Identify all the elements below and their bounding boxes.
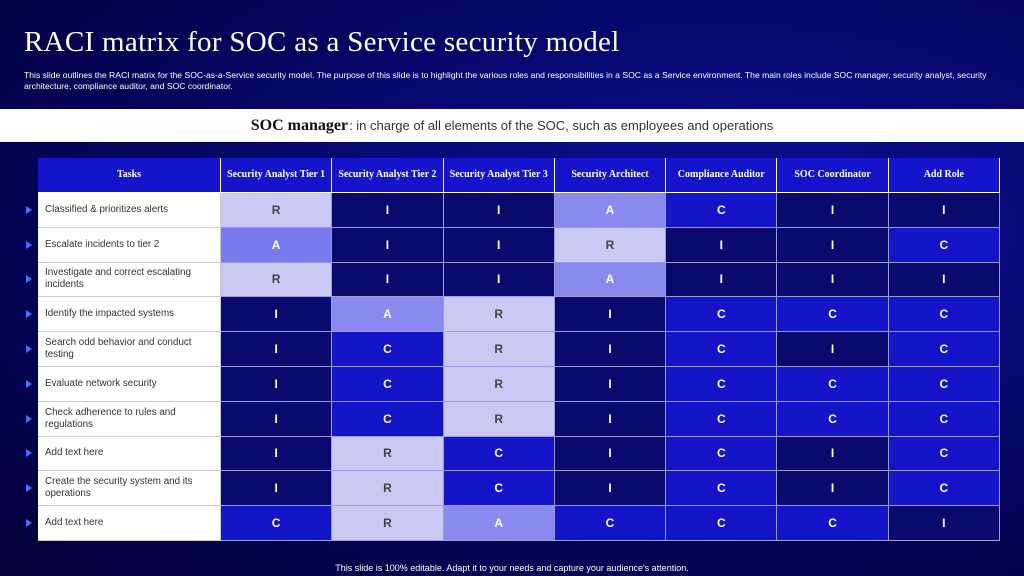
raci-cell: C [443, 436, 555, 472]
raci-cell: C [777, 297, 889, 333]
raci-cell: C [554, 506, 667, 541]
header-cell: Compliance Auditor [666, 158, 778, 193]
raci-cell: A [221, 227, 333, 263]
raci-cell: I [666, 262, 778, 298]
raci-cell: I [221, 401, 333, 437]
raci-cell: C [332, 366, 444, 402]
raci-cell: A [332, 297, 444, 333]
raci-cell: C [777, 401, 889, 437]
header-cell: SOC Coordinator [777, 158, 889, 193]
raci-cell: C [332, 401, 444, 437]
raci-cell: C [888, 436, 1000, 472]
raci-cell: C [666, 297, 778, 333]
banner: SOC manager: in charge of all elements o… [0, 109, 1024, 142]
raci-table: Tasks Security Analyst Tier 1 Security Ana… [26, 158, 1000, 541]
raci-cell: R [221, 193, 333, 228]
banner-text: : in charge of all elements of the SOC, … [349, 118, 774, 133]
raci-cell: A [554, 262, 667, 298]
raci-cell: C [332, 332, 444, 367]
title: RACI matrix for SOC as a Service securit… [24, 26, 620, 58]
header-cell: Security Analyst Tier 3 [443, 158, 555, 193]
raci-cell: A [443, 506, 555, 541]
raci-cell: C [221, 506, 333, 541]
task-cell: Check adherence to rules and regulations [26, 401, 221, 437]
raci-cell: C [666, 193, 778, 228]
raci-cell: I [554, 332, 667, 367]
raci-cell: C [888, 401, 1000, 437]
raci-cell: I [554, 471, 667, 507]
task-cell: Evaluate network security [26, 366, 221, 402]
task-cell: Search odd behavior and conduct testing [26, 332, 221, 367]
raci-cell: R [443, 401, 555, 437]
header-cell: Add Role [888, 158, 1000, 193]
raci-cell: I [777, 436, 889, 472]
raci-cell: I [777, 471, 889, 507]
task-cell: Classified & prioritizes alerts [26, 193, 221, 228]
banner-label: SOC manager [250, 116, 349, 134]
raci-cell: I [554, 401, 667, 437]
raci-cell: I [554, 297, 667, 333]
raci-cell: C [666, 506, 778, 541]
raci-cell: I [666, 227, 778, 263]
raci-cell: I [221, 297, 333, 333]
raci-cell: I [443, 193, 555, 228]
header-cell: Security Architect [554, 158, 667, 193]
raci-cell: C [666, 436, 778, 472]
raci-cell: I [221, 436, 333, 472]
raci-cell: R [221, 262, 333, 298]
raci-cell: I [777, 193, 889, 228]
raci-cell: I [332, 193, 444, 228]
raci-cell: C [666, 366, 778, 402]
task-cell: Escalate incidents to tier 2 [26, 227, 221, 263]
raci-cell: I [777, 262, 889, 298]
raci-cell: I [554, 436, 667, 472]
raci-cell: I [221, 366, 333, 402]
raci-cell: C [888, 332, 1000, 367]
raci-cell: I [888, 506, 1000, 541]
raci-cell: I [554, 366, 667, 402]
raci-cell: I [888, 262, 1000, 298]
task-cell: Add text here [26, 436, 221, 472]
raci-cell: I [888, 193, 1000, 228]
raci-cell: I [221, 471, 333, 507]
header-cell: Tasks [38, 158, 221, 193]
raci-cell: C [666, 401, 778, 437]
raci-cell: R [443, 297, 555, 333]
raci-cell: C [666, 471, 778, 507]
footer: This slide is 100% editable. Adapt it to… [335, 563, 689, 573]
raci-cell: C [443, 471, 555, 507]
raci-cell: A [554, 193, 667, 228]
description: This slide outlines the RACI matrix for … [24, 70, 987, 91]
raci-cell: R [443, 332, 555, 367]
header-cell: Security Analyst Tier 1 [221, 158, 333, 193]
raci-cell: C [666, 332, 778, 367]
task-cell: Identify the impacted systems [26, 297, 221, 333]
raci-cell: I [332, 227, 444, 263]
raci-cell: I [221, 332, 333, 367]
task-cell: Add text here [26, 506, 221, 541]
task-cell: Create the security system and its opera… [26, 471, 221, 507]
raci-cell: I [332, 262, 444, 298]
raci-cell: C [888, 227, 1000, 263]
task-cell: Investigate and correct escalating incid… [26, 262, 221, 298]
raci-cell: R [332, 436, 444, 472]
raci-cell: C [777, 366, 889, 402]
raci-cell: R [443, 366, 555, 402]
raci-cell: I [443, 262, 555, 298]
header-cell: Security Analyst Tier 2 [332, 158, 444, 193]
raci-cell: C [888, 297, 1000, 333]
raci-cell: C [888, 471, 1000, 507]
raci-cell: R [332, 471, 444, 507]
raci-cell: C [888, 366, 1000, 402]
raci-cell: R [332, 506, 444, 541]
raci-cell: I [777, 227, 889, 263]
raci-cell: I [443, 227, 555, 263]
raci-cell: C [777, 506, 889, 541]
raci-cell: I [777, 332, 889, 367]
raci-cell: R [554, 227, 667, 263]
